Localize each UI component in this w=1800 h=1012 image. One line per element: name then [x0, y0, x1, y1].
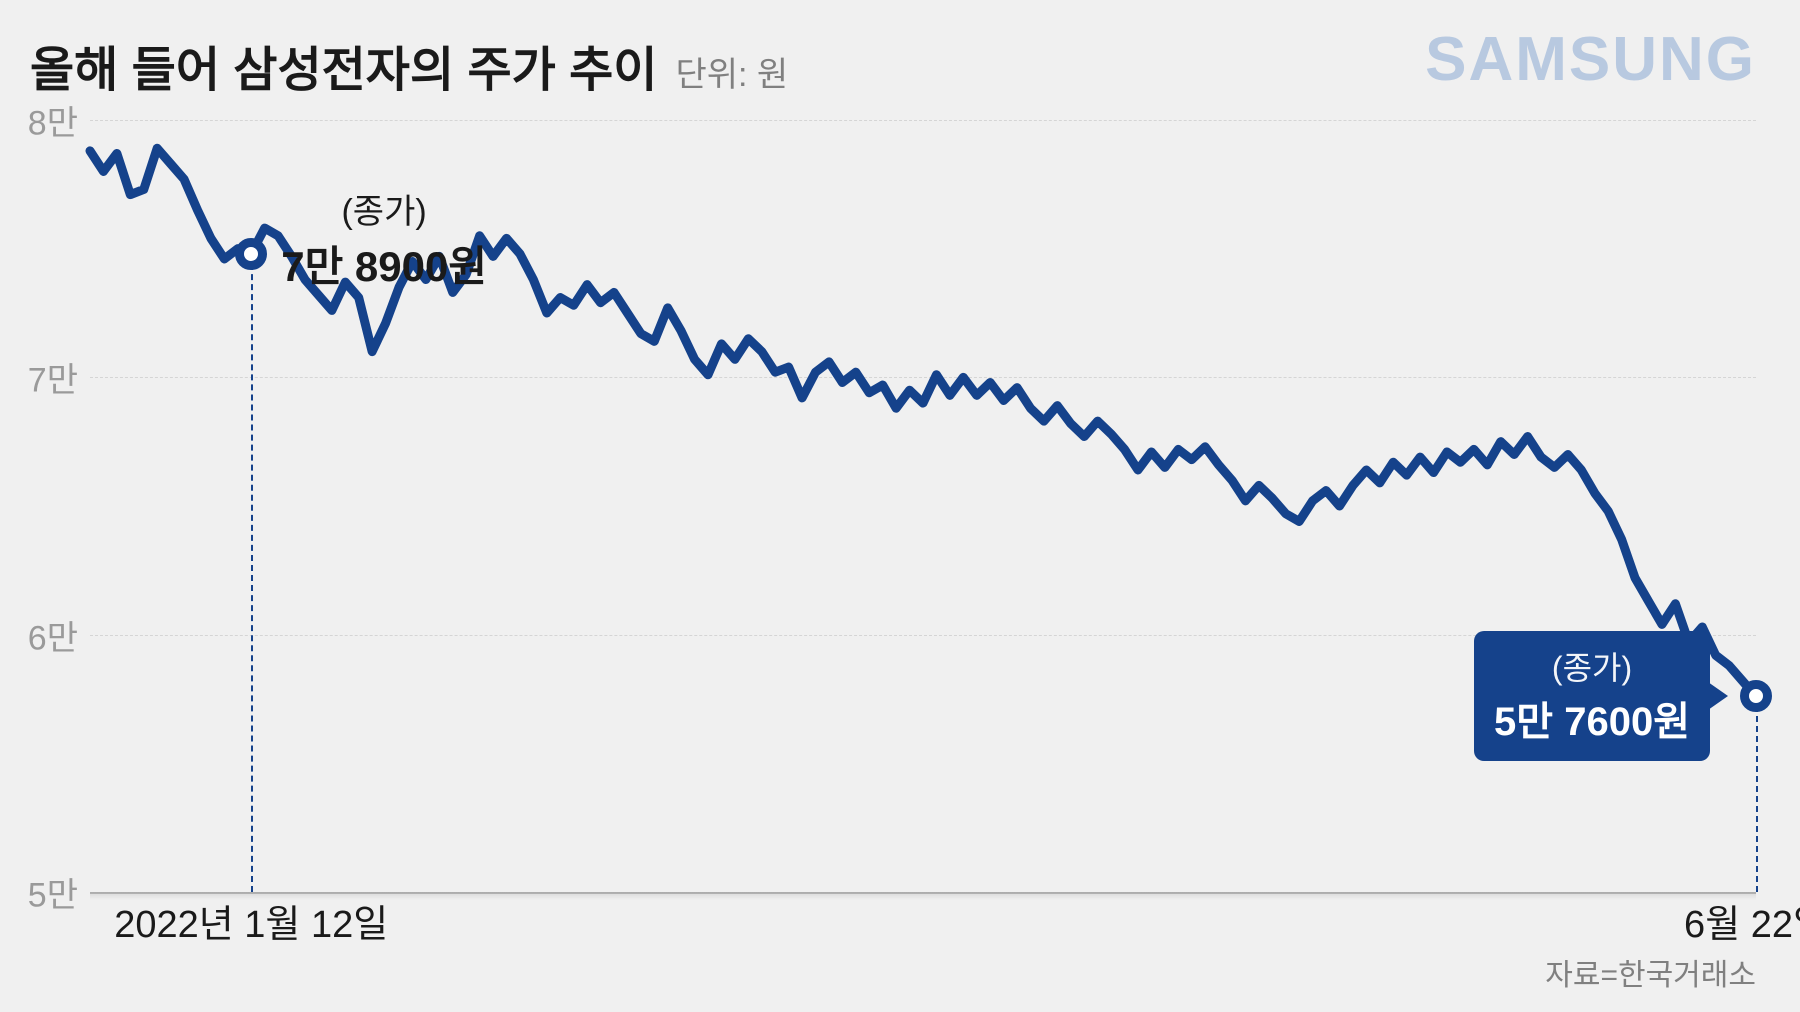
y-tick-label: 6만	[14, 610, 78, 659]
vline-end	[1756, 696, 1758, 892]
end-marker	[1740, 680, 1772, 712]
end-annotation: (종가)5만 7600원	[1474, 631, 1710, 761]
y-tick-label: 5만	[14, 868, 78, 917]
start-marker	[235, 238, 267, 270]
end-annotation-sub: (종가)	[1494, 643, 1690, 689]
x-start-label: 2022년 1월 12일	[114, 893, 388, 948]
chart-title: 올해 들어 삼성전자의 주가 추이	[30, 30, 657, 100]
vline-start	[251, 254, 253, 892]
start-annotation-sub: (종가)	[281, 184, 487, 233]
source-label: 자료=한국거래소	[1545, 950, 1756, 994]
chart-unit: 단위: 원	[675, 47, 788, 96]
chart-container: 올해 들어 삼성전자의 주가 추이 단위: 원 SAMSUNG 8만 7만 6만 5만…	[0, 0, 1800, 1012]
end-annotation-value: 5만 7600원	[1494, 689, 1690, 747]
y-tick-label: 7만	[14, 353, 78, 402]
start-annotation: (종가)7만 8900원	[281, 184, 487, 294]
y-tick-label: 8만	[14, 96, 78, 145]
x-end-label: 6월 22일	[1684, 893, 1800, 948]
start-annotation-value: 7만 8900원	[281, 233, 487, 294]
callout-arrow-icon	[1708, 682, 1728, 710]
samsung-logo: SAMSUNG	[1425, 24, 1756, 95]
title-row: 올해 들어 삼성전자의 주가 추이 단위: 원	[30, 30, 788, 100]
plot-area: 8만7만6만5만(종가)7만 8900원(종가)5만 7600원2022년 1월…	[90, 120, 1756, 892]
